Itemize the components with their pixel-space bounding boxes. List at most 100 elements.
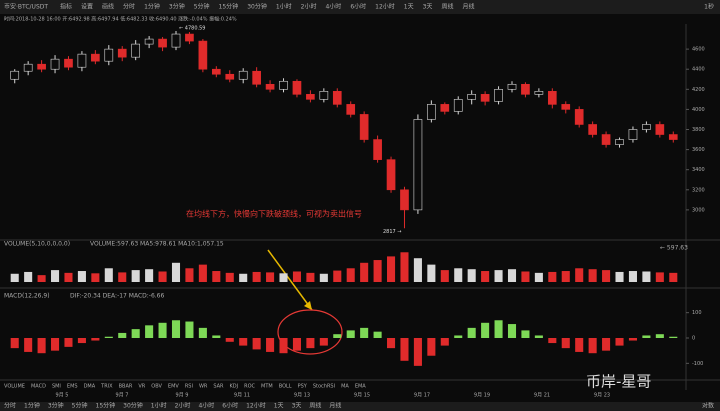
indicator-button[interactable]: MACD — [31, 384, 46, 390]
indicator-button[interactable]: SAR — [213, 384, 224, 390]
timeframe-button[interactable]: 分时 — [4, 402, 16, 410]
log-button[interactable]: 对数 — [702, 402, 714, 410]
indicator-button[interactable]: VR — [138, 384, 145, 390]
toolbar-button[interactable]: 12小时 — [375, 3, 395, 11]
timeframe-button[interactable]: 1小时 — [151, 402, 167, 410]
candle-body — [117, 48, 127, 58]
macd-bar — [239, 338, 248, 346]
macd-bar — [104, 336, 113, 338]
timeframe-button[interactable]: 5分钟 — [72, 402, 88, 410]
candle-body — [144, 38, 154, 45]
date-label: 9月 17 — [414, 393, 430, 399]
macd-tick-label: -100 — [692, 361, 703, 367]
macd-bar — [346, 330, 355, 338]
candle-body — [588, 124, 597, 135]
corner-button[interactable]: 1秒 — [704, 3, 714, 11]
candle-body — [413, 119, 423, 211]
volume-bar — [561, 271, 570, 282]
timeframe-button[interactable]: 月线 — [329, 402, 341, 410]
candle-body — [225, 73, 235, 80]
macd-tick-label: 0 — [692, 336, 695, 342]
macd-bar — [400, 338, 409, 361]
toolbar-button[interactable]: 30分钟 — [247, 3, 267, 11]
candle-body — [359, 114, 369, 140]
toolbar-button[interactable]: 指标 — [60, 3, 72, 11]
toolbar-button[interactable]: 1天 — [404, 4, 414, 11]
volume-bar — [266, 272, 275, 282]
volume-bar — [158, 271, 167, 282]
macd-header: MACD(12,26,9) — [4, 293, 50, 300]
toolbar-button[interactable]: 1分钟 — [144, 3, 160, 11]
timeframe-button[interactable]: 3天 — [292, 403, 302, 410]
macd-bar — [118, 332, 127, 338]
candle-body — [601, 134, 611, 145]
macd-bar — [467, 327, 476, 338]
candle-body — [198, 40, 208, 70]
candle-body — [507, 83, 517, 90]
indicator-button[interactable]: WR — [199, 384, 208, 390]
candle-body — [574, 109, 584, 125]
toolbar-button[interactable]: 分时 — [123, 3, 135, 11]
indicator-button[interactable]: KDJ — [230, 384, 239, 390]
indicator-button[interactable]: EMA — [355, 384, 366, 390]
indicator-button[interactable]: RSI — [185, 384, 193, 390]
toolbar-button[interactable]: 3分钟 — [169, 3, 185, 11]
timeframe-button[interactable]: 6小时 — [222, 402, 238, 410]
date-label: 9月 23 — [594, 393, 610, 399]
macd-bar — [507, 324, 517, 338]
timeframe-button[interactable]: 15分钟 — [96, 402, 116, 410]
candle-body — [547, 91, 557, 105]
toolbar-button[interactable]: 3天 — [423, 4, 433, 11]
toolbar-button[interactable]: 1小时 — [276, 3, 292, 11]
timeframe-button[interactable]: 3分钟 — [48, 402, 64, 410]
candle-body — [306, 94, 315, 100]
symbol[interactable]: 币安·BTC/USDT — [4, 3, 48, 11]
macd-bar — [319, 338, 328, 346]
indicator-button[interactable]: TRIX — [100, 384, 113, 390]
toolbar-button[interactable]: 15分钟 — [219, 3, 239, 11]
indicator-button[interactable]: EMV — [168, 384, 179, 390]
candle-body — [467, 94, 477, 100]
toolbar-button[interactable]: 周线 — [441, 3, 453, 11]
timeframe-button[interactable]: 周线 — [309, 402, 321, 410]
toolbar-bg — [0, 0, 720, 14]
timeframe-button[interactable]: 4小时 — [198, 402, 214, 410]
timeframe-button[interactable]: 2小时 — [175, 402, 191, 410]
toolbar-button[interactable]: 4小时 — [325, 3, 341, 11]
volume-bar — [467, 269, 476, 282]
volume-bar — [507, 269, 517, 282]
indicator-button[interactable]: BOLL — [279, 384, 292, 390]
price-tick-label: 3800 — [692, 127, 705, 133]
toolbar-button[interactable]: 5分钟 — [194, 3, 210, 11]
macd-bar — [37, 338, 46, 354]
toolbar-button[interactable]: 画线 — [102, 3, 114, 11]
toolbar-button[interactable]: 月线 — [462, 3, 474, 11]
candle-body — [37, 63, 46, 70]
indicator-button[interactable]: MTM — [261, 384, 273, 390]
volume-bar — [37, 275, 46, 282]
toolbar-button[interactable]: 设置 — [81, 3, 93, 11]
indicator-button[interactable]: SMI — [52, 384, 61, 390]
indicator-button[interactable]: EMS — [67, 384, 78, 390]
candle-body — [64, 58, 73, 68]
date-label: 9月 15 — [354, 393, 370, 399]
indicator-button[interactable]: DMA — [84, 384, 96, 390]
timeframe-button[interactable]: 1天 — [274, 403, 284, 410]
timeframe-button[interactable]: 12小时 — [246, 402, 266, 410]
indicator-button[interactable]: BBAR — [119, 384, 133, 390]
candle-body — [628, 129, 638, 140]
volume-bar — [91, 273, 100, 282]
timeframe-button[interactable]: 1分钟 — [24, 402, 40, 410]
timeframe-button[interactable]: 30分钟 — [123, 402, 143, 410]
indicator-button[interactable]: VOLUME — [4, 384, 25, 390]
indicator-button[interactable]: MA — [341, 384, 349, 390]
indicator-button[interactable]: StochRSI — [313, 384, 335, 390]
volume-bar — [24, 271, 33, 282]
toolbar-button[interactable]: 6小时 — [350, 3, 366, 11]
indicator-button[interactable]: PSY — [298, 384, 308, 390]
volume-bar — [145, 269, 154, 282]
indicator-button[interactable]: OBV — [151, 384, 162, 390]
indicator-button[interactable]: ROC — [244, 384, 255, 390]
toolbar-button[interactable]: 2小时 — [301, 3, 317, 11]
macd-bar — [494, 320, 503, 338]
